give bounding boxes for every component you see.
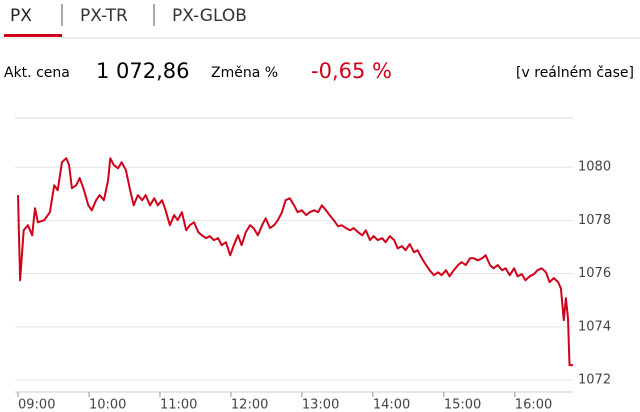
y-tick-label: 1078 <box>578 213 611 228</box>
price-label: Akt. cena <box>4 65 70 81</box>
y-tick-label: 1072 <box>578 373 611 388</box>
x-tick-label: 09:00 <box>18 398 55 412</box>
change-label: Změna % <box>211 65 278 81</box>
x-tick-label: 13:00 <box>302 398 339 412</box>
change: -0,65 % <box>311 59 392 83</box>
price-line <box>17 157 573 367</box>
x-tick-label: 14:00 <box>373 398 410 412</box>
realtime-note: [v reálném čase] <box>516 65 634 81</box>
price: 1 072,86 <box>96 59 190 83</box>
x-tick-label: 10:00 <box>89 398 126 412</box>
x-tick-label: 12:00 <box>231 398 268 412</box>
y-tick-label: 1074 <box>578 319 611 334</box>
y-tick-label: 1076 <box>578 266 611 281</box>
y-tick-label: 1080 <box>578 160 611 175</box>
active-tab-underline <box>4 34 62 37</box>
x-tick-label: 15:00 <box>444 398 481 412</box>
tab[interactable]: PX <box>10 6 32 26</box>
tab[interactable]: PX-GLOB <box>172 6 247 26</box>
x-tick-label: 11:00 <box>160 398 197 412</box>
x-tick-label: 16:00 <box>515 398 552 412</box>
tab[interactable]: PX-TR <box>80 6 128 26</box>
